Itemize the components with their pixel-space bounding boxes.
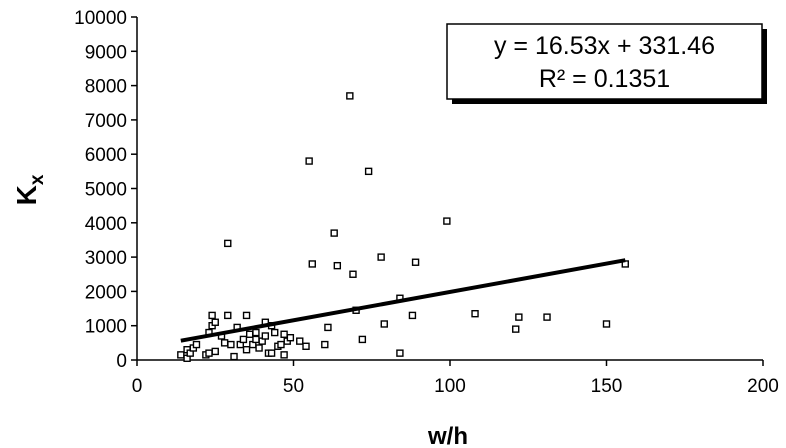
x-tick-label: 200	[747, 376, 779, 397]
x-axis-title: w/h	[427, 423, 468, 448]
data-point	[308, 260, 316, 268]
data-point	[255, 344, 263, 352]
data-point	[411, 258, 420, 266]
y-tick-label: 7000	[85, 111, 127, 132]
data-point	[349, 270, 357, 278]
y-axis-title-subscript: x	[27, 174, 48, 185]
data-point	[224, 239, 232, 248]
trendline-equation-box: y = 16.53x + 331.46 R² = 0.1351	[446, 23, 767, 104]
data-point	[333, 261, 342, 270]
y-axis-ticks: 0 1000 2000 3000 4000 5000 6000 7000 8000 9000 100…	[74, 8, 137, 372]
data-point	[211, 347, 219, 356]
data-point	[267, 349, 276, 357]
data-point	[380, 320, 388, 328]
y-tick-label: 10000	[74, 8, 127, 29]
data-point	[602, 320, 611, 328]
data-point	[471, 309, 479, 318]
data-point	[302, 342, 310, 350]
y-tick-label: 1000	[85, 317, 127, 338]
data-point	[277, 340, 285, 349]
y-tick-label: 9000	[85, 42, 127, 63]
data-point	[364, 167, 373, 176]
y-tick-label: 3000	[85, 248, 127, 269]
y-axis-title-main: K	[11, 185, 42, 205]
data-point	[252, 335, 260, 344]
data-point	[261, 332, 270, 340]
y-tick-label: 6000	[85, 145, 127, 166]
x-tick-label: 100	[434, 376, 466, 397]
data-point	[220, 339, 229, 347]
data-point	[377, 253, 385, 261]
data-point	[443, 217, 451, 225]
y-tick-label: 4000	[85, 214, 127, 235]
data-point	[252, 328, 260, 337]
data-point	[515, 313, 523, 321]
x-tick-label: 50	[283, 376, 304, 397]
data-point	[358, 335, 367, 344]
data-point	[239, 335, 248, 344]
y-tick-label: 5000	[85, 180, 127, 201]
data-point	[230, 352, 238, 361]
y-tick-label: 0	[116, 351, 127, 372]
data-point	[242, 311, 251, 320]
data-point	[296, 337, 304, 345]
data-point	[408, 311, 417, 320]
y-axis-title: Kx	[11, 174, 48, 205]
trendline	[180, 258, 626, 343]
x-tick-label: 150	[591, 376, 623, 397]
data-point	[208, 311, 216, 320]
data-point	[242, 346, 251, 354]
data-point	[211, 318, 219, 326]
data-point	[224, 311, 232, 320]
data-point	[245, 330, 254, 338]
data-point	[324, 323, 332, 332]
svg-text:Kx: Kx	[11, 174, 48, 205]
data-point	[543, 313, 551, 321]
data-point	[177, 351, 185, 359]
data-point	[192, 340, 201, 349]
equation-box-frame	[446, 23, 763, 100]
data-point	[512, 325, 520, 333]
data-point	[280, 330, 288, 338]
data-point	[346, 92, 354, 100]
data-point	[280, 351, 288, 359]
r-squared-label: R² = 0.1351	[539, 65, 670, 93]
data-point	[227, 340, 235, 349]
data-point	[305, 157, 313, 165]
x-tick-label: 0	[132, 376, 143, 397]
data-point	[271, 328, 279, 337]
trendline-equation: y = 16.53x + 331.46	[494, 32, 715, 60]
data-points	[177, 92, 629, 362]
data-point	[286, 334, 295, 342]
data-point	[205, 349, 213, 357]
data-point	[396, 349, 404, 357]
x-axis-ticks: 0 50 100 150 200	[132, 360, 779, 397]
data-point	[330, 229, 338, 237]
data-point	[321, 340, 329, 349]
y-tick-label: 2000	[85, 282, 127, 303]
y-tick-label: 8000	[85, 77, 127, 98]
